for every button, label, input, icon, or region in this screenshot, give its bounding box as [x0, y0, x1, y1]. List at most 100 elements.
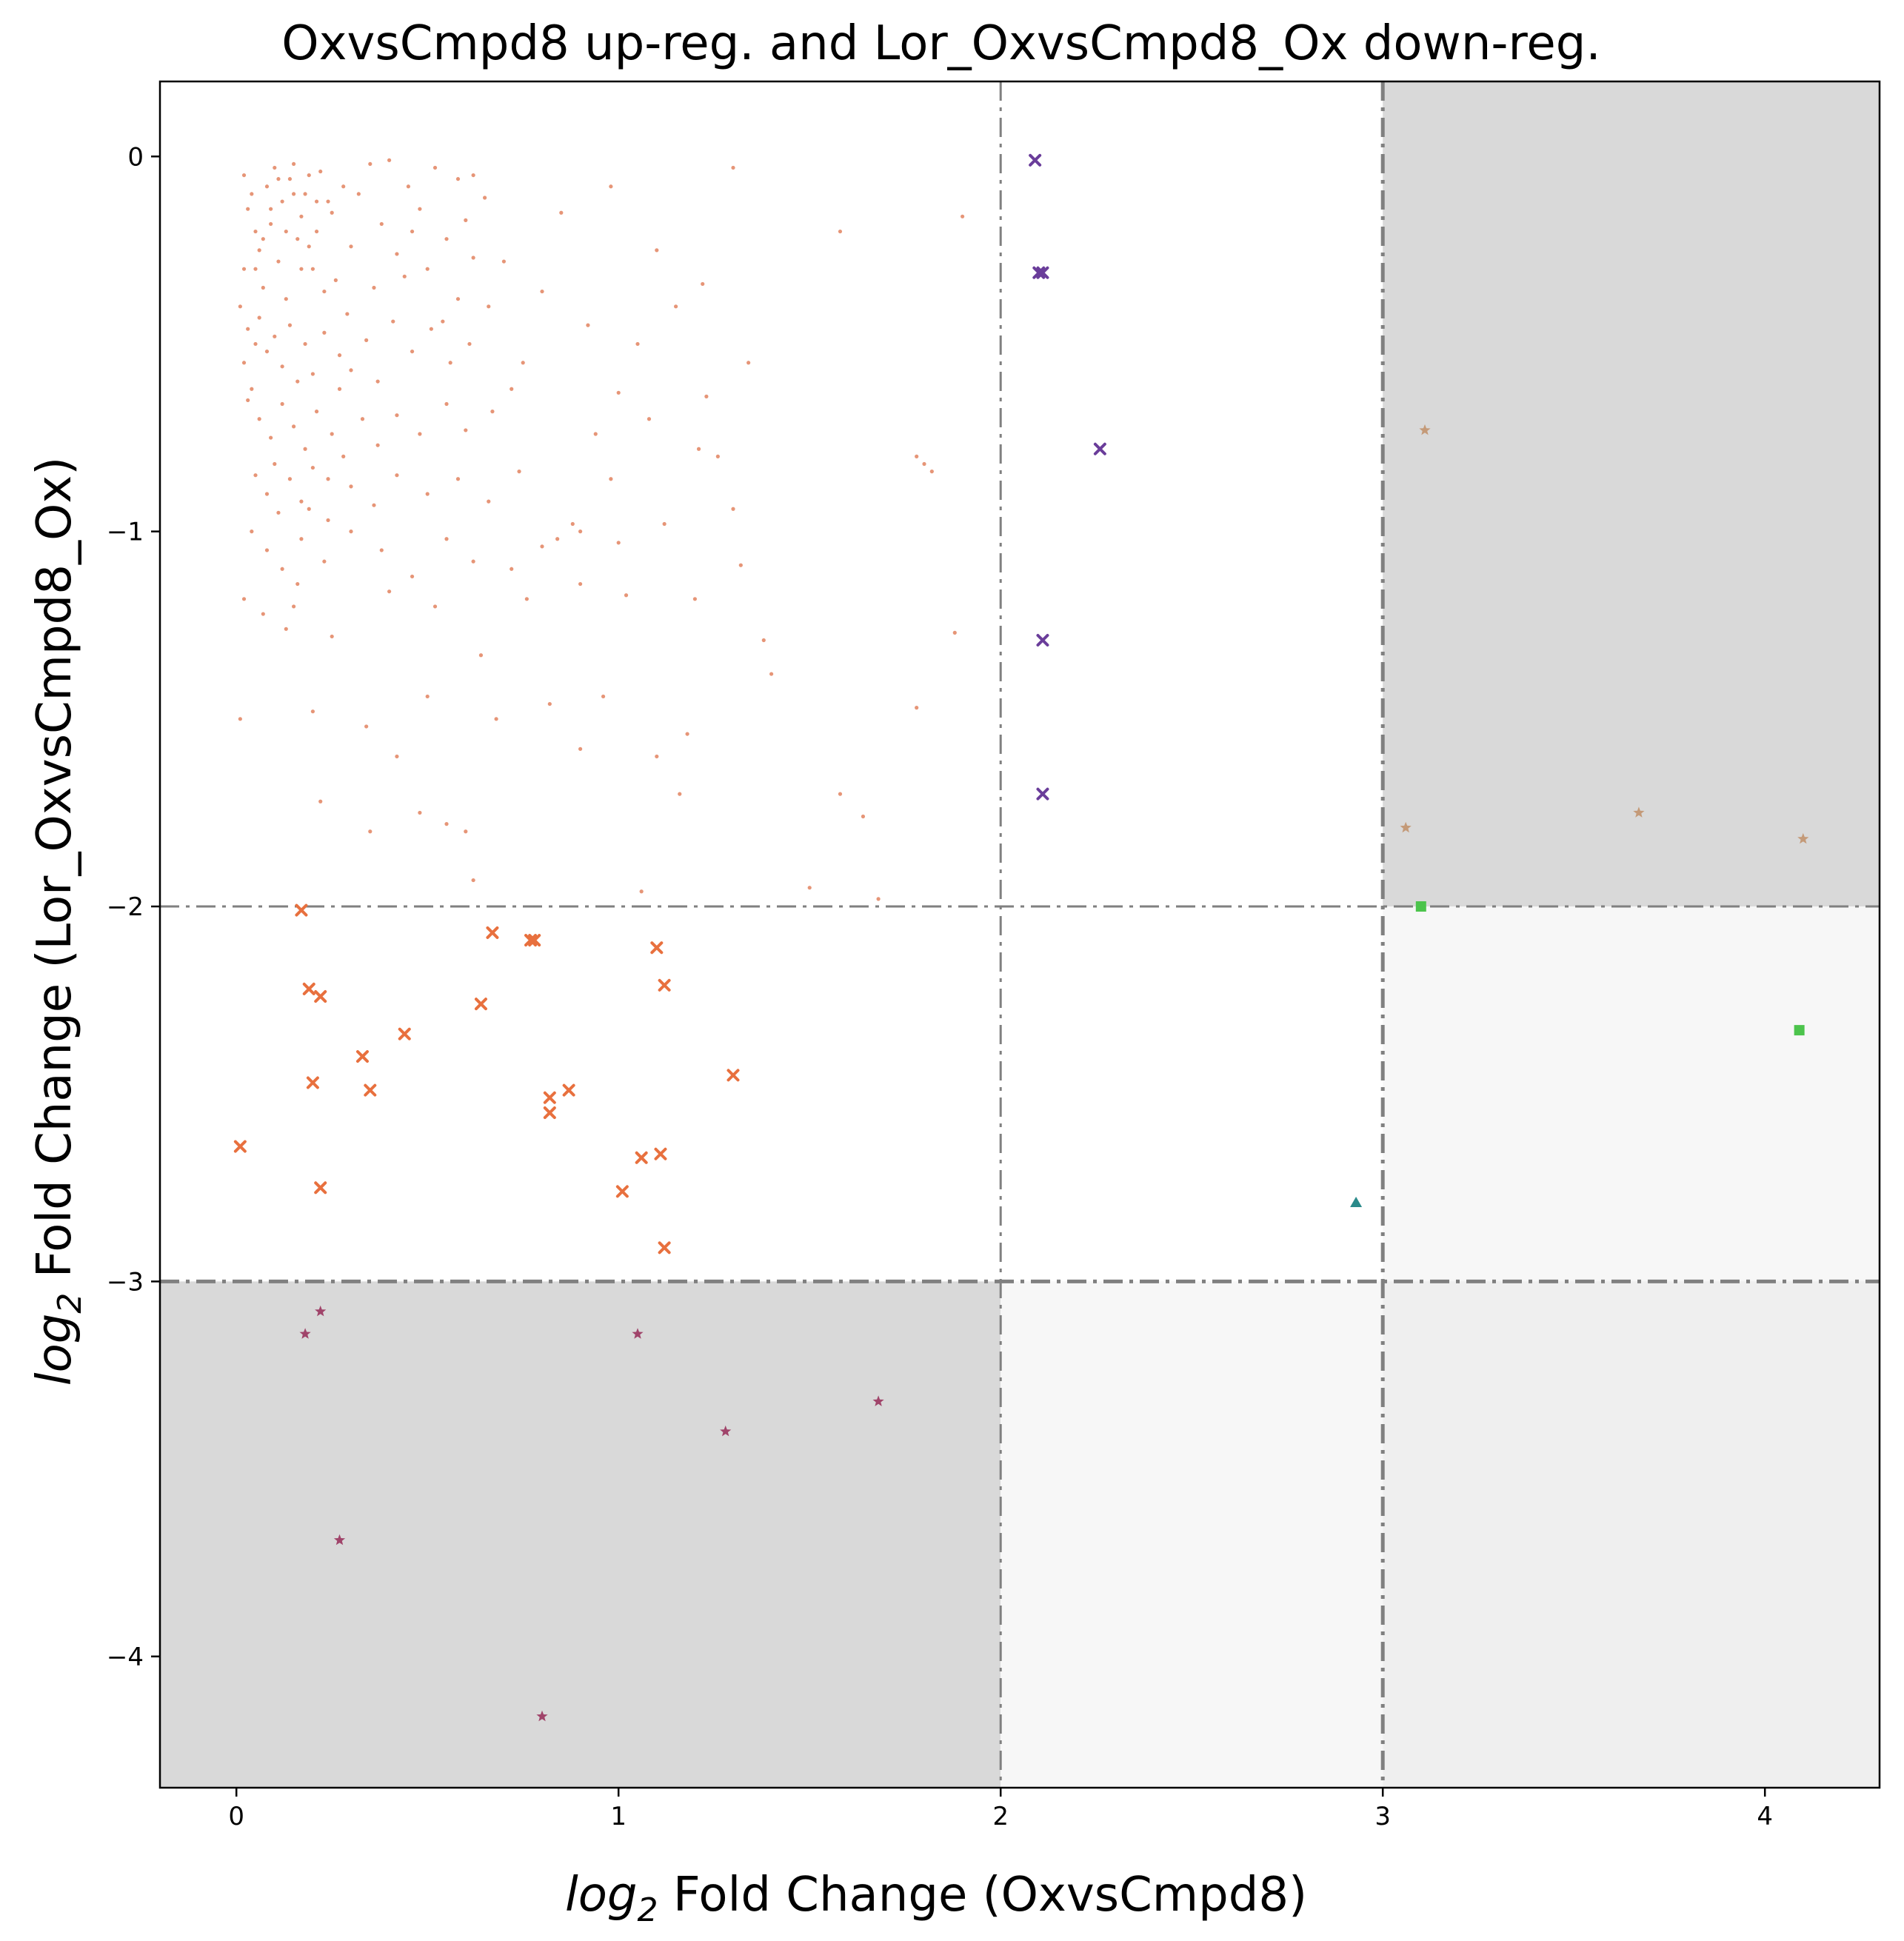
data-point-s0-172 [402, 274, 407, 278]
data-point-s0-6 [264, 184, 270, 189]
y-axis-label-prefix: log [27, 1314, 82, 1386]
data-point-s0-168 [471, 173, 475, 178]
data-point-s0-79 [464, 428, 468, 432]
data-point-s0-54 [310, 372, 315, 376]
data-point-s0-146 [761, 638, 766, 643]
y-tick-label-2: −2 [107, 892, 144, 922]
data-point-s0-59 [375, 379, 380, 384]
data-point-s1-22 [726, 1069, 740, 1082]
data-point-s6-1 [315, 1305, 327, 1317]
data-point-s0-164 [540, 289, 544, 294]
data-point-s0-171 [410, 229, 415, 234]
data-point-s0-140 [807, 886, 812, 890]
data-point-s0-78 [444, 401, 449, 407]
x-tick-label-1: 1 [610, 1802, 627, 1831]
data-point-s0-65 [246, 398, 250, 403]
data-point-s0-161 [609, 184, 613, 189]
data-point-s0-138 [678, 792, 682, 796]
data-point-s0-17 [349, 244, 353, 249]
data-point-s0-4 [257, 248, 261, 253]
data-point-s0-22 [299, 214, 304, 218]
data-point-s0-1 [250, 192, 254, 196]
x-tick-label-2: 2 [992, 1802, 1009, 1831]
data-point-s0-20 [284, 297, 288, 301]
data-point-s0-120 [692, 597, 698, 601]
data-point-s0-44 [253, 341, 258, 347]
data-point-s1-8 [398, 1027, 411, 1040]
data-point-s2-5 [1036, 787, 1049, 801]
shaded-region-4 [1383, 1281, 1880, 1788]
data-point-s0-160 [635, 341, 640, 347]
data-point-s0-170 [441, 319, 445, 324]
data-point-s0-87 [310, 465, 315, 470]
y-tick-label-1: −1 [107, 518, 144, 547]
data-point-s0-137 [578, 746, 583, 751]
data-point-s0-158 [674, 304, 678, 309]
data-point-s1-7 [364, 1083, 377, 1097]
data-point-s1-17 [635, 1151, 648, 1164]
data-point-s0-43 [246, 327, 250, 331]
data-point-s0-61 [410, 349, 415, 354]
x-axis-ticks: 0 1 2 3 4 [228, 1788, 1773, 1831]
data-point-s0-150 [922, 461, 926, 467]
shaded-region-3 [1001, 1281, 1383, 1788]
data-point-s6-5 [333, 1534, 346, 1546]
data-point-s1-19 [654, 1147, 667, 1160]
data-point-s0-148 [738, 563, 743, 567]
data-point-s0-147 [952, 630, 957, 635]
data-point-s0-155 [701, 281, 705, 287]
data-point-s1-11 [524, 934, 538, 947]
data-point-s0-77 [418, 432, 422, 436]
data-point-s1-13 [543, 1091, 556, 1104]
x-tick-label-4: 4 [1757, 1802, 1773, 1831]
data-point-s0-28 [356, 192, 361, 196]
data-point-s0-40 [471, 255, 475, 260]
data-point-s0-88 [326, 518, 330, 523]
data-point-s2-3 [1093, 442, 1106, 455]
data-point-s0-68 [280, 401, 284, 407]
data-point-s0-159 [655, 248, 659, 253]
shaded-region-2 [1383, 906, 1880, 1282]
data-point-s1-6 [355, 1050, 369, 1063]
data-point-s0-104 [444, 537, 449, 541]
data-point-s0-97 [264, 548, 270, 552]
data-point-s0-101 [349, 529, 353, 534]
data-point-s0-63 [448, 361, 452, 365]
data-point-s0-42 [238, 304, 242, 309]
data-point-s0-32 [395, 252, 399, 256]
data-point-s0-115 [432, 604, 438, 609]
data-point-s0-12 [303, 192, 307, 196]
data-point-s0-162 [586, 323, 590, 327]
data-point-s3-2 [1633, 806, 1645, 818]
data-point-s0-190 [746, 361, 751, 365]
data-point-s0-188 [314, 199, 319, 204]
data-point-s0-192 [647, 417, 652, 421]
data-point-s0-124 [425, 694, 430, 699]
data-point-s0-199 [609, 477, 613, 481]
data-point-s6-2 [632, 1328, 644, 1339]
data-point-s0-129 [685, 732, 689, 736]
data-point-s0-67 [269, 435, 273, 440]
data-point-s0-110 [241, 597, 247, 601]
data-point-s0-106 [510, 567, 514, 571]
data-point-s0-123 [364, 724, 369, 729]
data-point-s0-85 [287, 477, 293, 481]
data-point-s0-72 [330, 432, 334, 436]
data-point-s0-69 [292, 424, 296, 429]
threshold-lines [160, 81, 1880, 1788]
data-point-s0-13 [310, 267, 315, 271]
data-point-s0-94 [487, 499, 491, 504]
data-point-s6-4 [872, 1395, 884, 1406]
data-point-s0-76 [395, 413, 399, 418]
data-point-s0-0 [241, 173, 247, 178]
data-point-s0-99 [299, 537, 304, 541]
data-point-s0-5 [241, 267, 247, 271]
data-point-s0-37 [444, 237, 449, 241]
data-point-s1-1 [295, 903, 308, 917]
data-point-s0-41 [483, 196, 487, 200]
data-point-s2-1 [1032, 266, 1046, 279]
data-point-s4-1 [1794, 1025, 1805, 1036]
data-point-s0-51 [287, 323, 293, 327]
data-point-s6-3 [720, 1425, 732, 1437]
